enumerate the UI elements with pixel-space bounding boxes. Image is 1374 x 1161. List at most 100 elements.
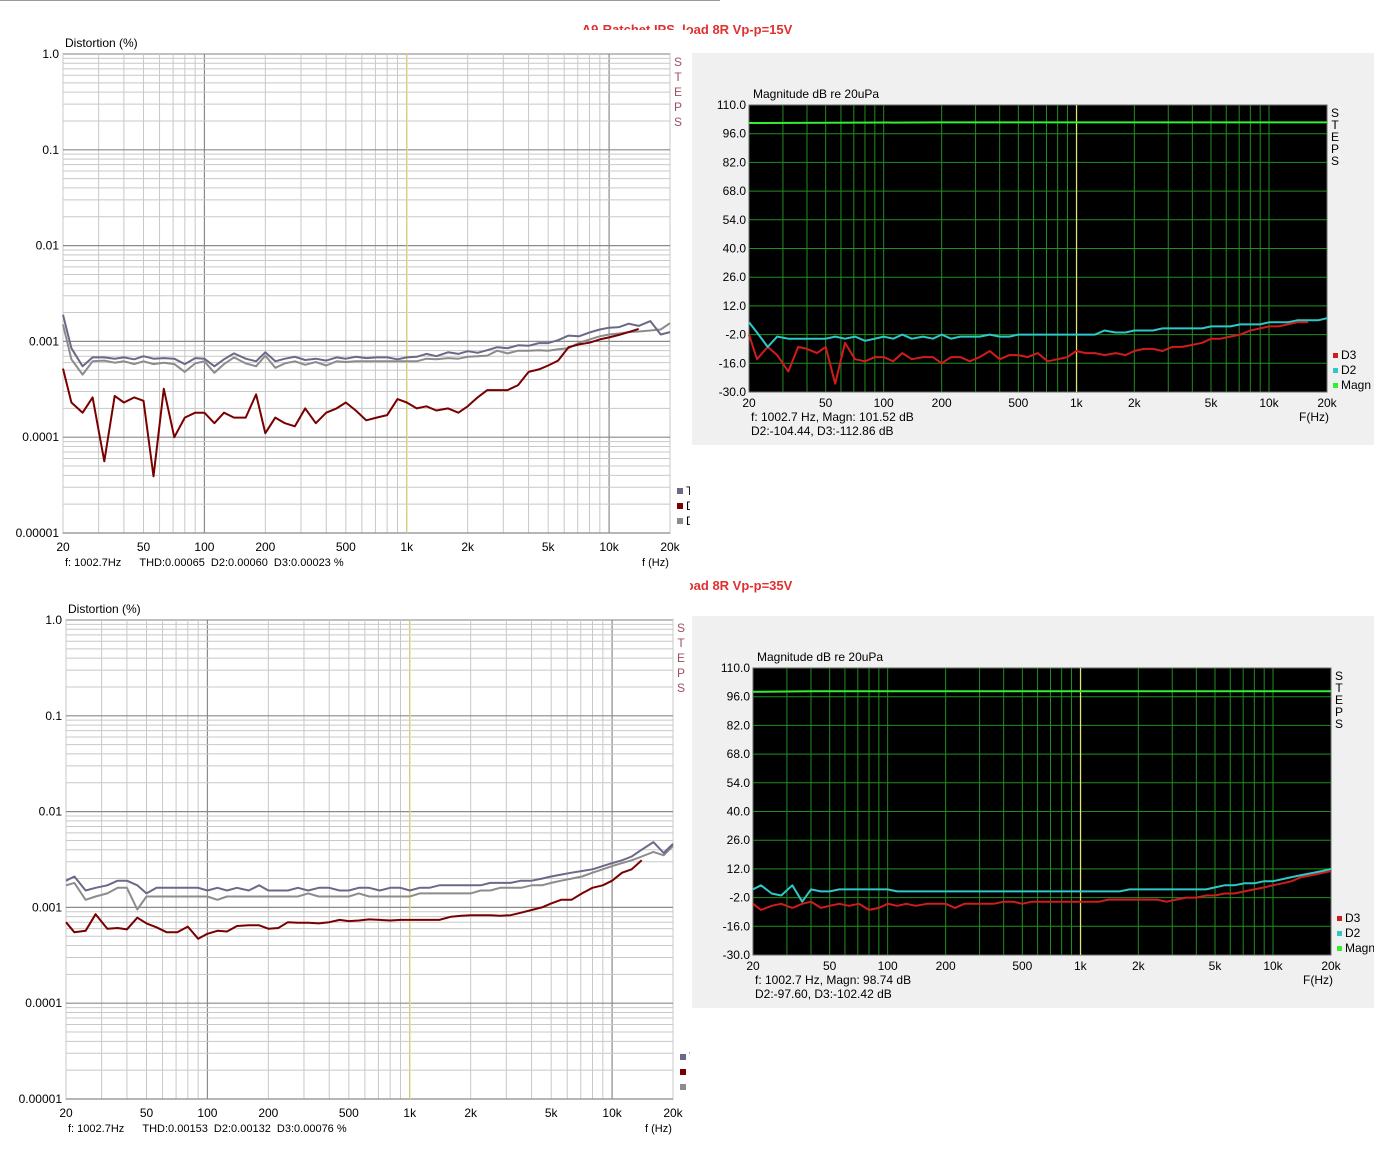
x-tick-label: 500: [1008, 396, 1028, 410]
y-tick-label: -2.0: [725, 328, 746, 342]
x-tick-label: 20k: [663, 1106, 683, 1120]
y-tick-label: 0.001: [32, 900, 62, 914]
steps-label-letter: E: [1335, 693, 1343, 707]
y-tick-label: 0.01: [39, 805, 63, 819]
steps-label-letter: S: [674, 115, 682, 129]
steps-label-letter: T: [1331, 118, 1339, 132]
series-line-d2: [752, 867, 1332, 903]
steps-label-letter: S: [1331, 106, 1339, 120]
series-line-d2: [748, 317, 1328, 348]
distortion-chart-35v: 1.0 0.1 0.01 0.001 0.0001 0.00001 20 50 100 200 50…: [0, 596, 714, 1161]
legend-swatch-magn: [1333, 383, 1338, 388]
x-tick-label: 2k: [1132, 959, 1146, 973]
magnitude-plot-15v: Magnitude dB re 20uPa 110.0 96.0 82.0 68.0 54…: [717, 87, 1371, 438]
x-tick-label: 20k: [1317, 396, 1337, 410]
x-tick-label: 50: [140, 1106, 154, 1120]
magnitude-panel-15v: Magnitude dB re 20uPa 110.0 96.0 82.0 68.0 54…: [692, 53, 1374, 445]
x-tick-label: 2k: [1128, 396, 1142, 410]
legend-swatch-d3: [1337, 916, 1342, 921]
series-line-magn: [752, 690, 1331, 693]
x-tick-label: 500: [336, 540, 356, 554]
x-tick-label: 1k: [1074, 959, 1088, 973]
y-tick-label: 40.0: [727, 805, 751, 819]
y-tick-label: 82.0: [727, 718, 751, 732]
series-line-d3: [65, 859, 643, 940]
steps-label-letter: P: [674, 100, 682, 114]
legend-label-d2: D2: [689, 1080, 690, 1094]
series-line-d3: [748, 321, 1309, 385]
y-tick-label: -16.0: [719, 356, 747, 370]
x-tick-label: 10k: [599, 540, 619, 554]
legend-label-d2: D2: [686, 514, 690, 528]
series-line-thd: [65, 841, 674, 895]
x-tick-label: 20: [746, 959, 760, 973]
x-tick-label: 2k: [464, 1106, 478, 1120]
x-axis-label: f (Hz): [645, 1123, 672, 1135]
x-tick-label: 1k: [1070, 396, 1084, 410]
cursor-readout-line2: D2:-104.44, D3:-112.86 dB: [751, 424, 894, 438]
x-tick-label: 10k: [1263, 959, 1283, 973]
x-tick-label: 500: [1012, 959, 1032, 973]
legend-label-magn: Magn: [1341, 378, 1371, 392]
x-tick-label: 10k: [602, 1106, 622, 1120]
x-tick-label: 5k: [1209, 959, 1223, 973]
cursor-readout: f: 1002.7Hz THD:0.00153 D2:0.00132 D3:0.…: [68, 1123, 347, 1135]
x-axis-label: f (Hz): [642, 557, 669, 569]
y-tick-label: 0.01: [36, 239, 60, 253]
x-tick-label: 100: [878, 959, 898, 973]
x-tick-label: 1k: [403, 1106, 417, 1120]
x-tick-label: 20k: [1321, 959, 1341, 973]
steps-label-letter: S: [1331, 154, 1339, 168]
y-tick-label: 0.0001: [22, 430, 59, 444]
y-tick-label: 0.0001: [25, 996, 62, 1010]
y-tick-label: -2.0: [729, 891, 750, 905]
legend-label-d2: D2: [1341, 363, 1357, 377]
y-tick-label: -30.0: [719, 385, 747, 399]
cursor-readout: f: 1002.7Hz THD:0.00065 D2:0.00060 D3:0.…: [65, 557, 344, 569]
x-tick-label: 100: [197, 1106, 217, 1120]
y-tick-label: 96.0: [727, 690, 751, 704]
steps-label-letter: P: [1331, 142, 1339, 156]
steps-label-letter: T: [674, 70, 682, 84]
legend-swatch-d2: [677, 518, 683, 524]
y-tick-label: 110.0: [721, 661, 750, 675]
x-tick-label: 100: [874, 396, 894, 410]
y-tick-label: 54.0: [727, 776, 751, 790]
x-tick-label: 20: [59, 1106, 73, 1120]
legend-label-d3: D3: [689, 1065, 690, 1079]
magnitude-title: Magnitude dB re 20uPa: [757, 650, 883, 664]
steps-label-letter: S: [1335, 717, 1343, 731]
steps-label-letter: T: [677, 636, 685, 650]
x-axis-label: F(Hz): [1303, 973, 1333, 987]
y-tick-label: 68.0: [727, 747, 751, 761]
y-axis-label: Distortion (%): [68, 602, 141, 616]
plot-area: [62, 53, 671, 534]
series-line-thd: [62, 314, 671, 368]
legend-label-thd: THD: [686, 484, 690, 498]
x-tick-label: 50: [823, 959, 837, 973]
y-tick-label: 0.001: [29, 334, 59, 348]
steps-label-letter: P: [1335, 705, 1343, 719]
y-tick-label: 40.0: [723, 242, 747, 256]
steps-label-letter: E: [1331, 130, 1339, 144]
top-divider-line: [0, 0, 720, 1]
legend-swatch-d2: [1337, 931, 1342, 936]
x-tick-label: 20: [56, 540, 70, 554]
cursor-readout-line2: D2:-97.60, D3:-102.42 dB: [755, 987, 892, 1001]
y-tick-label: 0.00001: [19, 1092, 63, 1106]
y-axis-label: Distortion (%): [65, 36, 138, 50]
series-line-d2: [65, 845, 674, 911]
y-tick-label: 0.1: [42, 143, 59, 157]
legend-swatch-d3: [680, 1069, 686, 1075]
x-tick-label: 200: [936, 959, 956, 973]
y-tick-label: 26.0: [723, 270, 747, 284]
y-tick-label: 110.0: [717, 98, 746, 112]
x-axis-label: F(Hz): [1299, 410, 1329, 424]
legend-swatch-d3: [677, 503, 683, 509]
y-tick-label: 1.0: [45, 613, 62, 627]
y-tick-label: -16.0: [723, 919, 751, 933]
y-tick-label: 0.1: [45, 709, 62, 723]
steps-label-letter: T: [1335, 681, 1343, 695]
